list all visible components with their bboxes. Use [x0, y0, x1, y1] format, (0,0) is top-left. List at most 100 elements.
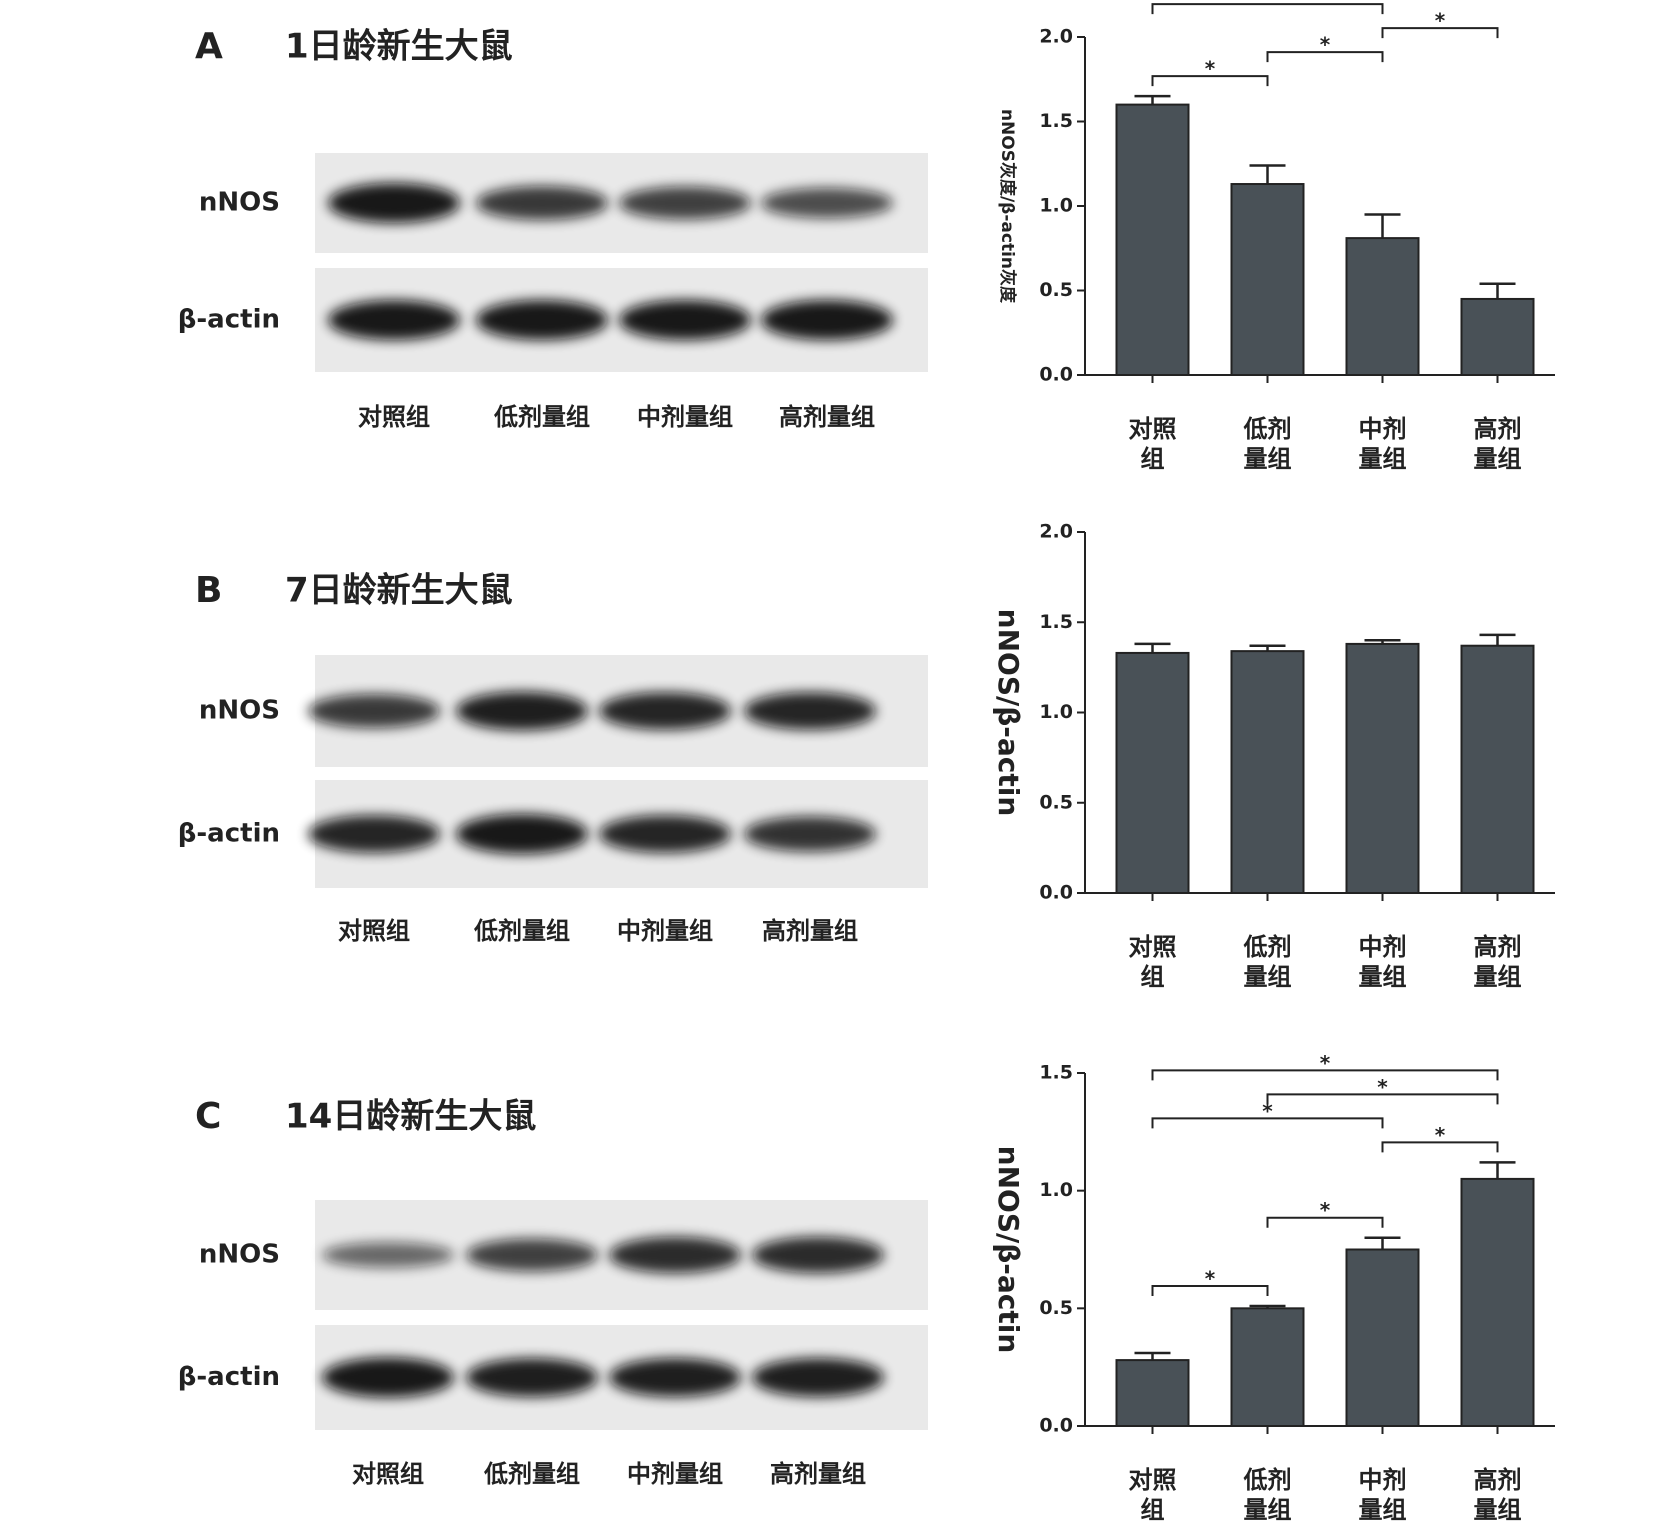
y-tick-label: 0.5: [1039, 791, 1073, 813]
blot-band: [761, 300, 893, 340]
blot-band: [456, 691, 588, 731]
bar: [1115, 103, 1190, 376]
significance-bracket: [1266, 1093, 1499, 1105]
bar: [1115, 1359, 1190, 1428]
lane-label: 对照组: [338, 917, 410, 945]
y-axis-label: nNOS/β-actin: [992, 1146, 1025, 1354]
x-tick-label: 低剂量组: [1243, 933, 1292, 991]
error-bar: [1249, 1304, 1286, 1309]
x-tick-label: 中剂量组: [1359, 415, 1407, 473]
significance-bracket: [1151, 3, 1384, 15]
blot-band: [744, 816, 876, 852]
y-tick-label: 0.0: [1039, 882, 1073, 904]
lane-label: 低剂量组: [483, 1460, 580, 1488]
significance-bracket: [1266, 1216, 1384, 1228]
y-axis-label: nNOS灰度/β-actin灰度: [997, 109, 1018, 304]
bar: [1460, 1177, 1535, 1428]
blot-band: [599, 692, 731, 730]
significance-label: *: [1320, 33, 1331, 57]
significance-label: *: [1435, 1123, 1446, 1147]
x-tick-label: 对照组: [1129, 415, 1177, 473]
x-tick-label: 低剂量组: [1243, 415, 1292, 473]
blot-band: [599, 815, 731, 853]
bar: [1345, 642, 1420, 894]
bar: [1345, 237, 1420, 376]
blot-band: [328, 183, 460, 223]
panel-letter: C: [195, 1096, 221, 1137]
blot-band: [752, 1358, 884, 1397]
lane-label: 低剂量组: [473, 917, 570, 945]
y-tick-label: 1.5: [1039, 110, 1073, 132]
y-tick-label: 1.0: [1039, 701, 1073, 723]
panel-title: 7日龄新生大鼠: [285, 571, 513, 611]
significance-label: *: [1377, 1075, 1388, 1099]
blot-row-label: nNOS: [199, 188, 280, 218]
error-bar: [1134, 1351, 1171, 1361]
lane-label: 高剂量组: [779, 403, 875, 431]
y-tick-label: 2.0: [1039, 521, 1073, 543]
blot-band: [609, 1358, 741, 1397]
bar: [1345, 1248, 1420, 1427]
significance-bracket: [1151, 1117, 1384, 1129]
y-tick-label: 1.0: [1039, 195, 1073, 217]
significance-bracket: [1381, 1141, 1499, 1153]
y-tick-label: 1.0: [1039, 1179, 1073, 1201]
bar: [1230, 183, 1305, 376]
blot-row-label: nNOS: [199, 1240, 280, 1270]
lane-label: 中剂量组: [637, 403, 733, 431]
significance-bracket: [1381, 27, 1499, 39]
error-bar: [1479, 633, 1516, 646]
lane-label: 高剂量组: [762, 917, 858, 945]
bar: [1230, 650, 1305, 894]
error-bar: [1364, 639, 1401, 644]
x-tick-label: 低剂量组: [1243, 1466, 1292, 1524]
x-tick-label: 对照组: [1129, 1466, 1177, 1524]
bar: [1115, 651, 1190, 894]
lane-label: 高剂量组: [770, 1460, 866, 1488]
blot-row-label: nNOS: [199, 696, 280, 726]
x-tick-label: 高剂量组: [1474, 415, 1522, 473]
error-bar: [1134, 94, 1171, 105]
blot-band: [466, 1238, 598, 1272]
y-tick-label: 0.0: [1039, 1415, 1073, 1437]
significance-label: *: [1205, 57, 1216, 81]
significance-label: *: [1205, 1266, 1216, 1290]
x-tick-label: 高剂量组: [1474, 933, 1522, 991]
blot-band: [761, 187, 893, 219]
blot-row-label: β-actin: [178, 819, 280, 849]
blot-band: [476, 186, 608, 220]
blot-band: [322, 1357, 454, 1398]
panel-title: 14日龄新生大鼠: [285, 1097, 536, 1137]
blot-row-label: β-actin: [178, 305, 280, 335]
blot-band: [308, 694, 440, 728]
blot-band: [466, 1358, 598, 1397]
error-bar: [1134, 642, 1171, 653]
blot-band: [328, 300, 460, 340]
significance-label: *: [1320, 1051, 1331, 1075]
error-bar: [1479, 1161, 1516, 1179]
significance-label: *: [1320, 1198, 1331, 1222]
error-bar: [1364, 213, 1401, 239]
y-axis-label: nNOS/β-actin: [992, 609, 1025, 817]
blot-band: [456, 814, 588, 854]
blot-band: [752, 1236, 884, 1274]
panel-title: 1日龄新生大鼠: [285, 27, 513, 67]
blot-row-label: β-actin: [178, 1362, 280, 1392]
blot-band: [609, 1236, 741, 1274]
bar: [1230, 1307, 1305, 1428]
lane-label: 中剂量组: [627, 1460, 723, 1488]
significance-label: *: [1262, 0, 1273, 9]
lane-label: 中剂量组: [617, 917, 713, 945]
blot-band: [308, 815, 440, 853]
panel-letter: A: [195, 26, 223, 67]
panel-letter: B: [195, 570, 222, 611]
y-tick-label: 1.5: [1039, 611, 1073, 633]
y-tick-label: 0.0: [1039, 364, 1073, 386]
bar: [1460, 297, 1535, 377]
blot-band: [619, 300, 751, 340]
bar: [1460, 644, 1535, 895]
lane-label: 对照组: [352, 1460, 424, 1488]
error-bar: [1479, 282, 1516, 299]
significance-bracket: [1151, 75, 1269, 87]
